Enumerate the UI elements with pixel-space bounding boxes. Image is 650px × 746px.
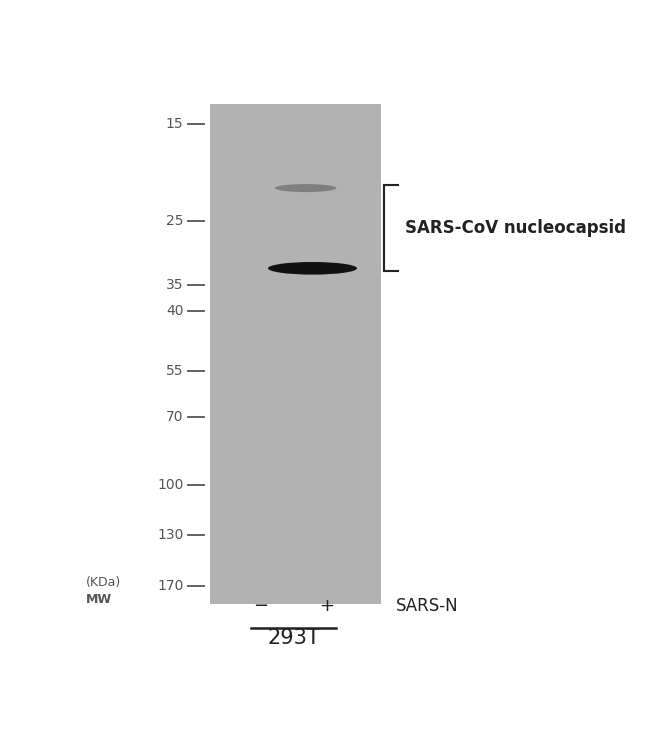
Text: 170: 170 — [157, 580, 183, 593]
Text: (KDa): (KDa) — [86, 576, 122, 589]
Text: 25: 25 — [166, 214, 183, 228]
Bar — [210, 104, 381, 604]
Text: +: + — [318, 597, 333, 615]
Text: 55: 55 — [166, 365, 183, 378]
Text: 70: 70 — [166, 410, 183, 424]
Text: SARS-N: SARS-N — [396, 597, 459, 615]
Text: 35: 35 — [166, 278, 183, 292]
Text: SARS-CoV nucleocapsid: SARS-CoV nucleocapsid — [405, 219, 626, 237]
Text: 293T: 293T — [267, 628, 320, 648]
Text: −: − — [254, 597, 268, 615]
Text: 40: 40 — [166, 304, 183, 318]
Text: MW: MW — [86, 594, 112, 606]
Text: 15: 15 — [166, 117, 183, 131]
Text: 130: 130 — [157, 528, 183, 542]
Text: 100: 100 — [157, 478, 183, 492]
Ellipse shape — [275, 184, 337, 192]
Ellipse shape — [268, 262, 357, 275]
